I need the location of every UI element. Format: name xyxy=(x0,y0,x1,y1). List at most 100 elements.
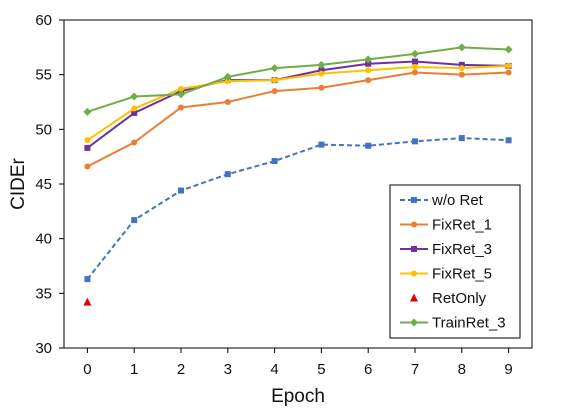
legend-item-fixret-1: FixRet_1 xyxy=(400,217,492,234)
x-tick-label: 9 xyxy=(504,361,512,378)
y-tick-label: 60 xyxy=(35,12,52,29)
data-point-fixret-3 xyxy=(365,60,372,67)
data-point-trainret-3 xyxy=(364,55,373,64)
data-point-w-o-ret xyxy=(84,276,91,283)
y-tick-label: 35 xyxy=(35,285,52,302)
series-line-fixret-5 xyxy=(86,64,509,142)
series-layer xyxy=(83,43,513,306)
data-point-fixret-1 xyxy=(412,69,418,76)
data-point-w-o-ret xyxy=(178,187,184,194)
data-point-trainret-3 xyxy=(504,45,513,54)
series-fixret-1 xyxy=(84,69,512,170)
legend-item-fixret-3: FixRet_3 xyxy=(400,241,492,258)
data-point-fixret-1 xyxy=(178,104,184,111)
data-point-trainret-3 xyxy=(83,107,92,116)
series-line-w-o-ret xyxy=(86,137,509,280)
data-point-w-o-ret xyxy=(271,158,278,165)
x-tick-label: 6 xyxy=(364,361,372,378)
x-tick-label: 8 xyxy=(458,361,466,378)
y-tick-label: 55 xyxy=(35,67,52,84)
series-trainret-3 xyxy=(83,43,513,116)
legend-item-w-o-ret: w/o Ret xyxy=(400,192,484,209)
data-point-w-o-ret xyxy=(458,135,465,142)
data-point-fixret-1 xyxy=(131,139,138,146)
data-point-fixret-3 xyxy=(412,58,418,65)
x-tick-label: 7 xyxy=(411,361,419,378)
data-point-w-o-ret xyxy=(365,142,372,149)
x-tick-label: 0 xyxy=(83,361,91,378)
data-point-retonly xyxy=(83,297,92,306)
data-point-fixret-3 xyxy=(84,144,91,151)
data-point-fixret-1 xyxy=(271,88,278,95)
x-tick-label: 3 xyxy=(224,361,232,378)
data-point-fixret-5 xyxy=(505,62,512,69)
series-fixret-3 xyxy=(84,58,512,151)
data-point-fixret-1 xyxy=(84,163,91,170)
data-point-trainret-3 xyxy=(177,90,185,99)
data-point-fixret-1 xyxy=(318,84,325,91)
series-line-fixret-3 xyxy=(86,60,509,149)
legend-marker xyxy=(411,270,417,277)
x-axis-title: Epoch xyxy=(271,386,325,407)
x-tick-label: 4 xyxy=(270,361,278,378)
legend-item-retonly: RetOnly xyxy=(410,290,487,307)
y-tick-label: 30 xyxy=(35,340,52,357)
legend-label: w/o Ret xyxy=(431,192,484,209)
legend-marker xyxy=(410,318,418,327)
data-point-fixret-3 xyxy=(458,61,465,68)
legend-label: FixRet_1 xyxy=(432,217,492,234)
legend-label: RetOnly xyxy=(432,290,487,307)
data-point-trainret-3 xyxy=(130,92,139,101)
data-point-fixret-5 xyxy=(458,65,465,72)
legend-item-fixret-5: FixRet_5 xyxy=(400,266,492,283)
data-point-fixret-1 xyxy=(365,77,372,84)
legend-label: FixRet_3 xyxy=(432,241,492,258)
legend-marker xyxy=(410,293,418,302)
legend-label: FixRet_5 xyxy=(432,266,492,283)
series-line-trainret-3 xyxy=(87,46,509,113)
legend-box xyxy=(389,184,521,339)
x-tick-label: 5 xyxy=(317,361,325,378)
y-tick-label: 40 xyxy=(35,231,52,248)
data-point-fixret-1 xyxy=(505,69,512,76)
data-point-w-o-ret xyxy=(131,217,138,224)
data-point-w-o-ret xyxy=(412,138,418,145)
data-point-trainret-3 xyxy=(457,43,466,52)
data-point-w-o-ret xyxy=(224,171,231,178)
data-point-fixret-5 xyxy=(224,78,231,85)
data-point-fixret-3 xyxy=(131,109,138,116)
series-w-o-ret xyxy=(84,135,512,283)
data-point-fixret-1 xyxy=(224,99,231,105)
data-point-fixret-5 xyxy=(318,70,325,77)
y-axis-ticks: 30 35 40 45 50 55 60 xyxy=(35,12,64,357)
data-point-trainret-3 xyxy=(317,60,326,69)
legend-label: TrainRet_3 xyxy=(432,315,506,332)
series-line-fixret-1 xyxy=(86,71,509,168)
legend-marker xyxy=(411,197,417,203)
series-retonly xyxy=(83,297,92,306)
x-tick-label: 1 xyxy=(130,361,138,378)
data-point-fixret-5 xyxy=(365,67,372,74)
data-point-w-o-ret xyxy=(318,141,325,148)
data-point-trainret-3 xyxy=(411,49,419,58)
data-point-trainret-3 xyxy=(270,64,279,73)
y-axis-title: CIDEr xyxy=(8,157,29,209)
x-axis-ticks: 0 1 2 3 4 5 6 7 8 9 xyxy=(83,348,513,378)
x-tick-label: 2 xyxy=(177,361,185,378)
legend-marker xyxy=(411,221,417,228)
data-point-fixret-3 xyxy=(318,67,325,74)
data-point-trainret-3 xyxy=(223,72,232,81)
data-point-fixret-5 xyxy=(131,105,138,112)
data-point-fixret-5 xyxy=(178,85,184,92)
y-tick-label: 50 xyxy=(35,121,52,138)
data-point-fixret-5 xyxy=(412,64,418,71)
legend-marker xyxy=(411,246,417,252)
data-point-fixret-5 xyxy=(271,77,278,84)
legend: w/o Ret FixRet_1 FixRet_3 FixRet_5 RetOnly Tr… xyxy=(389,184,521,339)
y-tick-label: 45 xyxy=(35,176,52,193)
series-fixret-5 xyxy=(84,62,512,144)
data-point-w-o-ret xyxy=(505,137,512,144)
legend-item-trainret-3: TrainRet_3 xyxy=(400,315,506,332)
data-point-fixret-1 xyxy=(458,71,465,78)
